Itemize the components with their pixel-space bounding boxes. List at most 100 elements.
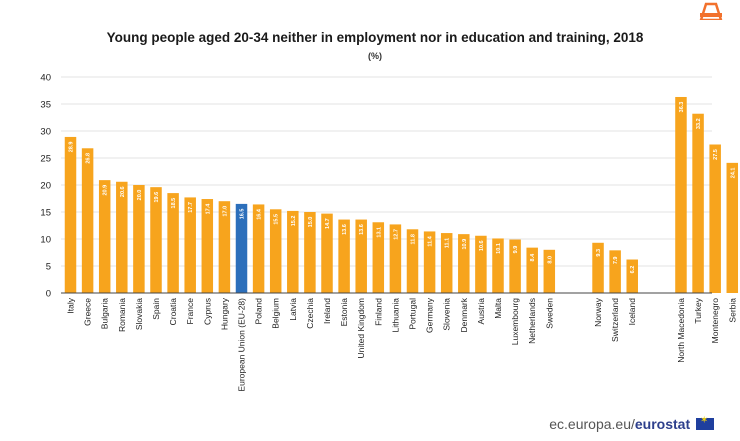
category-label: Germany (425, 297, 435, 333)
category-label: Croatia (168, 298, 178, 326)
data-label: 10.9 (462, 239, 468, 250)
bar (440, 233, 453, 293)
data-label: 19.6 (154, 192, 160, 203)
data-label: 16.5 (240, 209, 246, 220)
data-label: 26.8 (86, 153, 92, 164)
data-label: 17.4 (205, 203, 211, 215)
bar (98, 180, 111, 293)
data-label: 15.5 (274, 214, 280, 225)
data-label: 6.2 (630, 266, 636, 274)
bar (167, 193, 179, 293)
category-label: Switzerland (610, 298, 620, 342)
category-label: Estonia (339, 298, 349, 327)
y-tick-label: 10 (40, 235, 51, 246)
data-label: 9.3 (596, 249, 602, 257)
category-label: Poland (254, 298, 264, 325)
data-label: 15.2 (291, 216, 297, 227)
data-label: 8.0 (547, 256, 553, 264)
category-label: Serbia (727, 298, 737, 323)
category-label: Belgium (271, 298, 281, 329)
category-label: Montenegro (710, 298, 720, 344)
data-label: 36.3 (679, 102, 685, 113)
bars: 28.9 Italy 26.8 Greece 20.9 Bulgaria 20.6 Roman… (64, 96, 739, 392)
bar (116, 181, 128, 293)
bar (526, 247, 538, 293)
category-label: European Union (EU-28) (237, 298, 247, 392)
category-label: Greece (83, 298, 93, 326)
data-label: 7.9 (613, 257, 619, 265)
bar (133, 185, 145, 293)
source-credit: ec.europa.eu/eurostat (549, 415, 714, 432)
category-label: Malta (493, 298, 503, 319)
category-label: Slovakia (134, 298, 144, 330)
category-label: Sweden (544, 298, 554, 329)
category-label: Lithuania (390, 298, 400, 333)
source-brand: eurostat (634, 416, 691, 432)
y-tick-label: 25 (40, 154, 51, 165)
y-tick-label: 35 (40, 100, 51, 111)
chart-title: Young people aged 20-34 neither in emplo… (107, 30, 644, 45)
category-label: Latvia (288, 298, 298, 321)
bar (235, 203, 248, 293)
bar (509, 239, 521, 293)
category-label: Denmark (459, 297, 469, 332)
bar (389, 224, 402, 293)
bar (423, 231, 436, 293)
y-tick-label: 15 (40, 208, 51, 219)
bar (184, 197, 196, 293)
y-tick-label: 20 (40, 181, 51, 192)
data-label: 27.5 (713, 149, 719, 160)
eurostat-logo-icon (699, 2, 723, 20)
bar (492, 238, 504, 293)
data-label: 17.7 (188, 202, 194, 213)
y-tick-label: 0 (46, 289, 51, 300)
category-label: Iceland (627, 298, 637, 326)
y-axis: 0 5 10 15 20 25 30 35 40 (40, 73, 51, 300)
data-label: 11.1 (445, 238, 451, 248)
y-tick-label: 30 (40, 127, 51, 138)
bar (372, 222, 385, 293)
bar (726, 162, 739, 293)
y-tick-label: 40 (40, 73, 51, 84)
category-label: Finland (373, 298, 383, 326)
data-label: 20.9 (103, 185, 109, 196)
bar (338, 219, 350, 293)
data-label: 12.7 (393, 229, 399, 240)
bar (609, 250, 621, 293)
category-label: Hungary (219, 297, 229, 330)
bar (543, 249, 556, 293)
bar (355, 219, 367, 293)
category-label: Ireland (322, 298, 332, 324)
category-label: Turkey (693, 297, 703, 323)
data-label: 9.9 (513, 246, 519, 254)
category-label: Czechia (305, 298, 315, 329)
data-label: 8.4 (530, 253, 536, 262)
category-label: United Kingdom (356, 298, 366, 358)
data-label: 14.7 (325, 218, 331, 229)
data-label: 13.6 (342, 224, 348, 235)
bar (692, 113, 704, 293)
category-label: Slovenia (442, 298, 452, 331)
data-label: 10.6 (479, 240, 485, 251)
category-label: Netherlands (527, 298, 537, 344)
category-label: Cyprus (202, 298, 212, 325)
category-label: Romania (117, 298, 127, 332)
data-label: 11.8 (411, 234, 417, 244)
bar (406, 229, 419, 293)
category-label: Portugal (408, 298, 418, 330)
bar (218, 201, 231, 293)
bar (64, 136, 77, 293)
bar (458, 234, 470, 293)
data-label: 13.1 (376, 227, 382, 238)
bar (304, 212, 316, 293)
bar (287, 210, 299, 293)
category-label: Norway (593, 297, 603, 327)
data-label: 15.0 (308, 217, 314, 228)
data-label: 28.9 (69, 142, 75, 153)
category-label: Spain (151, 298, 161, 320)
data-label: 20.6 (120, 186, 126, 197)
data-label: 20.0 (137, 190, 143, 201)
category-label: Luxembourg (510, 298, 520, 346)
source-domain: ec.europa.eu/ (549, 416, 635, 432)
